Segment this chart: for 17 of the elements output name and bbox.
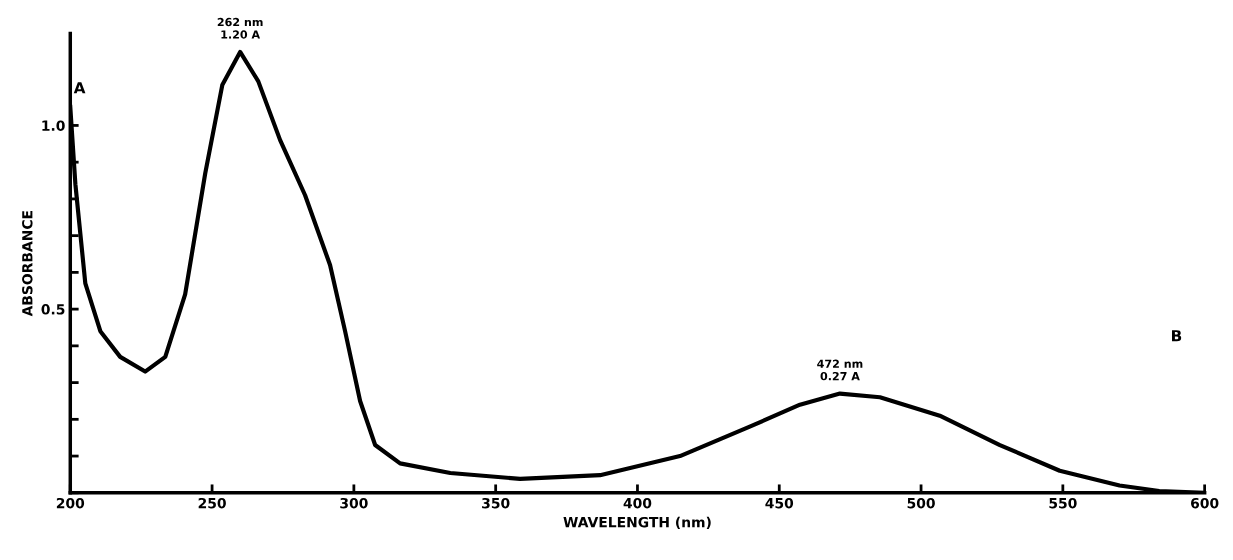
x-tick-label: 550 (1049, 497, 1077, 509)
y-tick-label: 0.5 (41, 304, 65, 315)
x-tick-label: 350 (482, 497, 510, 509)
x-tick-label: 300 (340, 497, 368, 509)
x-tick-label: 500 (907, 497, 935, 509)
x-axis-title: WAVELENGTH (nm) (563, 516, 711, 530)
x-tick-label: 200 (56, 497, 85, 509)
x-tick-label: 250 (198, 497, 226, 509)
x-tick-label: 600 (1191, 497, 1219, 509)
y-tick-label: 1.0 (42, 120, 65, 131)
annotation: 262 nm 1.20 A (217, 17, 263, 39)
x-tick-label: 400 (623, 497, 652, 509)
annotation: B (1172, 330, 1182, 342)
annotation: A (73, 82, 86, 94)
annotation: 472 nm 0.27 A (817, 359, 863, 381)
x-tick-label: 450 (765, 497, 794, 509)
y-axis-title: ABSORBANCE (22, 210, 33, 317)
